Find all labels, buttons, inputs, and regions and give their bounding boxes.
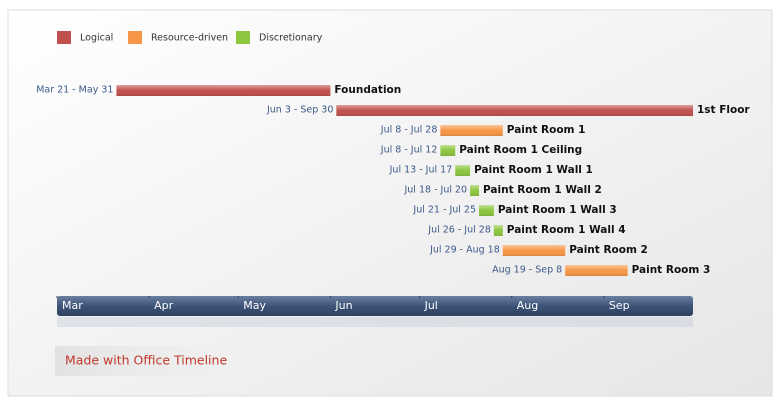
task-dates: Jul 29 - Aug 18 xyxy=(429,245,500,256)
task-name: Paint Room 2 xyxy=(569,244,648,256)
x-tick-label: Aug xyxy=(517,299,538,312)
bar-shine xyxy=(336,105,693,116)
x-tick-label: Jun xyxy=(334,299,352,312)
task-name: Paint Room 1 Wall 1 xyxy=(474,164,593,176)
bar-shine xyxy=(565,265,628,276)
footer-box xyxy=(55,346,300,376)
bar-shine xyxy=(479,205,494,216)
legend-swatch xyxy=(57,31,71,44)
task-dates: Jul 8 - Jul 28 xyxy=(380,125,438,136)
x-tick-label: Sep xyxy=(609,299,630,312)
x-tick-label: Mar xyxy=(62,299,83,312)
task-dates: Aug 19 - Sep 8 xyxy=(492,265,562,276)
legend-label: Logical xyxy=(80,33,113,44)
task-name: Paint Room 1 Ceiling xyxy=(459,144,582,156)
legend-swatch xyxy=(128,31,142,44)
task-name: Paint Room 3 xyxy=(632,264,711,276)
bar-shine xyxy=(116,85,331,96)
task-dates: Jun 3 - Sep 30 xyxy=(266,105,333,116)
task-name: Paint Room 1 Wall 2 xyxy=(483,184,602,196)
bar-shine xyxy=(502,245,566,256)
task-name: Paint Room 1 xyxy=(507,124,586,136)
band-reflection xyxy=(57,317,693,327)
bar-shine xyxy=(470,185,480,196)
task-dates: Jul 8 - Jul 12 xyxy=(380,145,438,156)
task-dates: Jul 13 - Jul 17 xyxy=(389,165,453,176)
task-name: 1st Floor xyxy=(697,104,750,116)
x-tick-label: May xyxy=(243,299,266,312)
task-name: Paint Room 1 Wall 3 xyxy=(498,204,617,216)
task-dates: Jul 18 - Jul 20 xyxy=(403,185,467,196)
bar-shine xyxy=(493,225,503,236)
bar-shine xyxy=(440,145,456,156)
bar-shine xyxy=(455,165,471,176)
legend-swatch xyxy=(236,31,250,44)
card xyxy=(7,9,773,397)
task-name: Paint Room 1 Wall 4 xyxy=(507,224,626,236)
task-dates: Jul 26 - Jul 28 xyxy=(427,225,491,236)
task-dates: Jul 21 - Jul 25 xyxy=(412,205,476,216)
x-tick-label: Apr xyxy=(154,299,174,312)
task-name: Foundation xyxy=(334,84,401,96)
x-tick-label: Jul xyxy=(424,299,438,312)
footer: Made with Office Timeline xyxy=(65,353,227,368)
bar-shine xyxy=(440,125,503,136)
time-band xyxy=(57,296,693,316)
task-dates: Mar 21 - May 31 xyxy=(36,85,113,96)
legend-label: Discretionary xyxy=(259,33,323,44)
legend-label: Resource-driven xyxy=(151,33,228,44)
